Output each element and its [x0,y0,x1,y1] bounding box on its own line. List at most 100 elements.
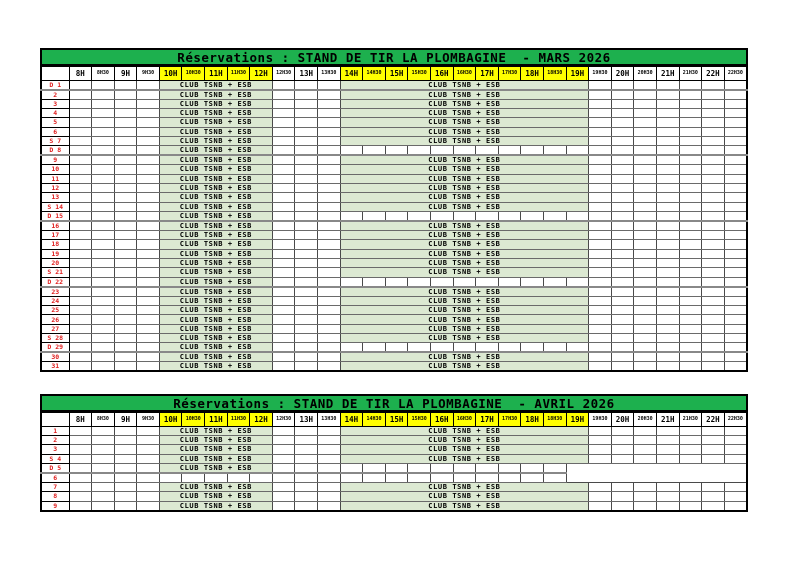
day-row: S 7 CLUB TSNB + ESB CLUB TSNB + ESB [40,135,748,147]
empty-slot [588,239,612,250]
empty-slot [317,434,341,446]
empty-slot [317,444,341,455]
empty-slot [610,107,635,119]
empty-slot [655,286,680,297]
empty-slot [678,425,703,436]
reservation-band-morning: CLUB TSNB + ESB [158,286,273,297]
empty-slot [113,425,138,436]
reservation-band-morning: CLUB TSNB + ESB [158,333,273,344]
empty-slot [610,276,635,288]
empty-slot [655,304,680,316]
empty-slot [452,342,477,354]
empty-slot [723,220,748,231]
empty-slot [452,472,477,483]
time-header-9h: 9H [113,65,138,81]
empty-slot [317,453,341,464]
empty-slot [317,239,341,250]
empty-slot [723,304,748,316]
reservation-band-morning: CLUB TSNB + ESB [158,154,273,166]
empty-slot [452,145,477,157]
empty-slot [136,220,160,231]
reservation-band-morning: CLUB TSNB + ESB [158,201,273,212]
empty-slot [610,164,635,175]
empty-slot [678,173,703,184]
empty-slot [384,462,409,474]
empty-slot [362,472,386,483]
empty-slot [91,98,115,109]
reservation-band-afternoon: CLUB TSNB + ESB [339,323,590,335]
empty-slot [633,276,657,288]
empty-slot [610,267,635,278]
empty-slot [271,210,296,222]
empty-slot [656,472,680,483]
empty-slot [610,126,635,137]
empty-slot [610,248,635,259]
empty-slot [294,192,319,203]
empty-slot [91,239,115,250]
empty-slot [68,79,93,91]
empty-slot [113,267,138,278]
empty-slot [271,79,296,91]
empty-slot [610,314,635,325]
empty-slot [633,463,657,473]
empty-slot [610,500,635,512]
empty-slot [655,434,680,446]
empty-slot [294,462,319,474]
empty-slot [113,107,138,119]
empty-slot [678,500,703,512]
empty-slot [136,248,160,259]
empty-slot [565,342,590,354]
empty-slot [294,295,319,307]
day-row: 3 CLUB TSNB + ESB CLUB TSNB + ESB [40,98,748,109]
empty-slot [565,276,590,288]
reservation-band-morning: CLUB TSNB + ESB [158,323,273,335]
empty-slot [136,135,160,147]
empty-slot [633,361,657,372]
day-label: 16 [40,220,70,231]
empty-slot [136,257,160,269]
empty-slot [610,229,635,241]
empty-slot [271,351,296,363]
empty-slot [271,192,296,203]
empty-slot [294,79,319,91]
empty-slot [271,229,296,241]
empty-slot [68,491,93,502]
reservation-band-afternoon: CLUB TSNB + ESB [339,192,590,203]
empty-slot [68,444,93,455]
empty-slot [271,333,296,344]
empty-slot [317,248,341,259]
empty-slot [588,286,612,297]
time-header-18h30: 18H30 [542,65,567,81]
empty-slot [113,201,138,212]
empty-slot [678,361,703,372]
reservation-band-afternoon: CLUB TSNB + ESB [339,164,590,175]
empty-slot [136,145,160,157]
empty-slot [136,500,160,512]
time-header-21h: 21H [655,65,680,81]
empty-slot [294,453,319,464]
day-label: 3 [40,444,70,455]
empty-slot [610,286,635,297]
empty-slot [271,126,296,137]
empty-slot [723,342,748,354]
empty-slot [158,472,183,483]
empty-slot [91,444,115,455]
empty-slot [91,229,115,241]
empty-slot [610,98,635,109]
empty-slot [701,210,725,222]
empty-slot [610,154,635,166]
empty-slot [655,229,680,241]
day-row: S 28 CLUB TSNB + ESB CLUB TSNB + ESB [40,333,748,344]
empty-slot [588,361,612,372]
empty-slot [68,304,93,316]
empty-slot [723,481,748,493]
empty-slot [723,154,748,166]
empty-slot [136,239,160,250]
reservation-band-afternoon: CLUB TSNB + ESB [339,500,590,512]
day-label: 27 [40,323,70,335]
empty-slot [655,491,680,502]
reservation-band-morning: CLUB TSNB + ESB [158,425,273,436]
day-row: 30 CLUB TSNB + ESB CLUB TSNB + ESB [40,351,748,363]
empty-slot [520,342,544,354]
empty-slot [678,126,703,137]
